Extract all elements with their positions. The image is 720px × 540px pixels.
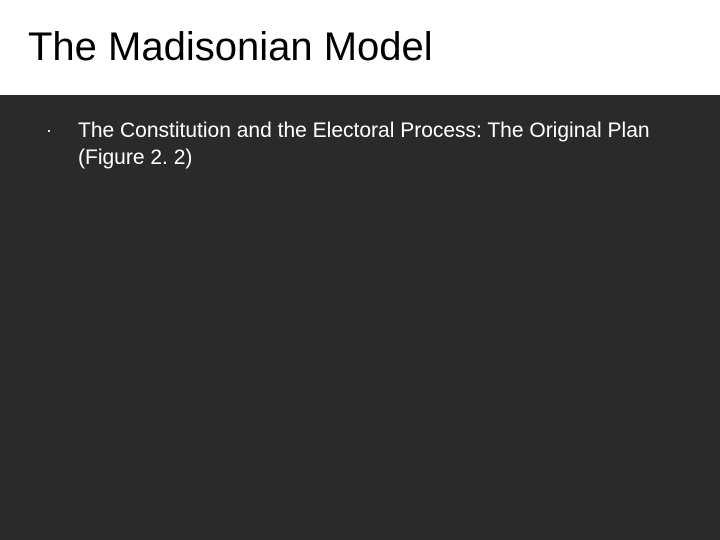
bullet-text: The Constitution and the Electoral Proce…	[78, 117, 680, 172]
bullet-marker-icon: ·	[40, 117, 78, 144]
slide-title: The Madisonian Model	[28, 25, 433, 70]
title-band: The Madisonian Model	[0, 0, 720, 95]
body-band: · The Constitution and the Electoral Pro…	[0, 95, 720, 540]
slide: The Madisonian Model · The Constitution …	[0, 0, 720, 540]
bullet-item: · The Constitution and the Electoral Pro…	[40, 117, 680, 172]
